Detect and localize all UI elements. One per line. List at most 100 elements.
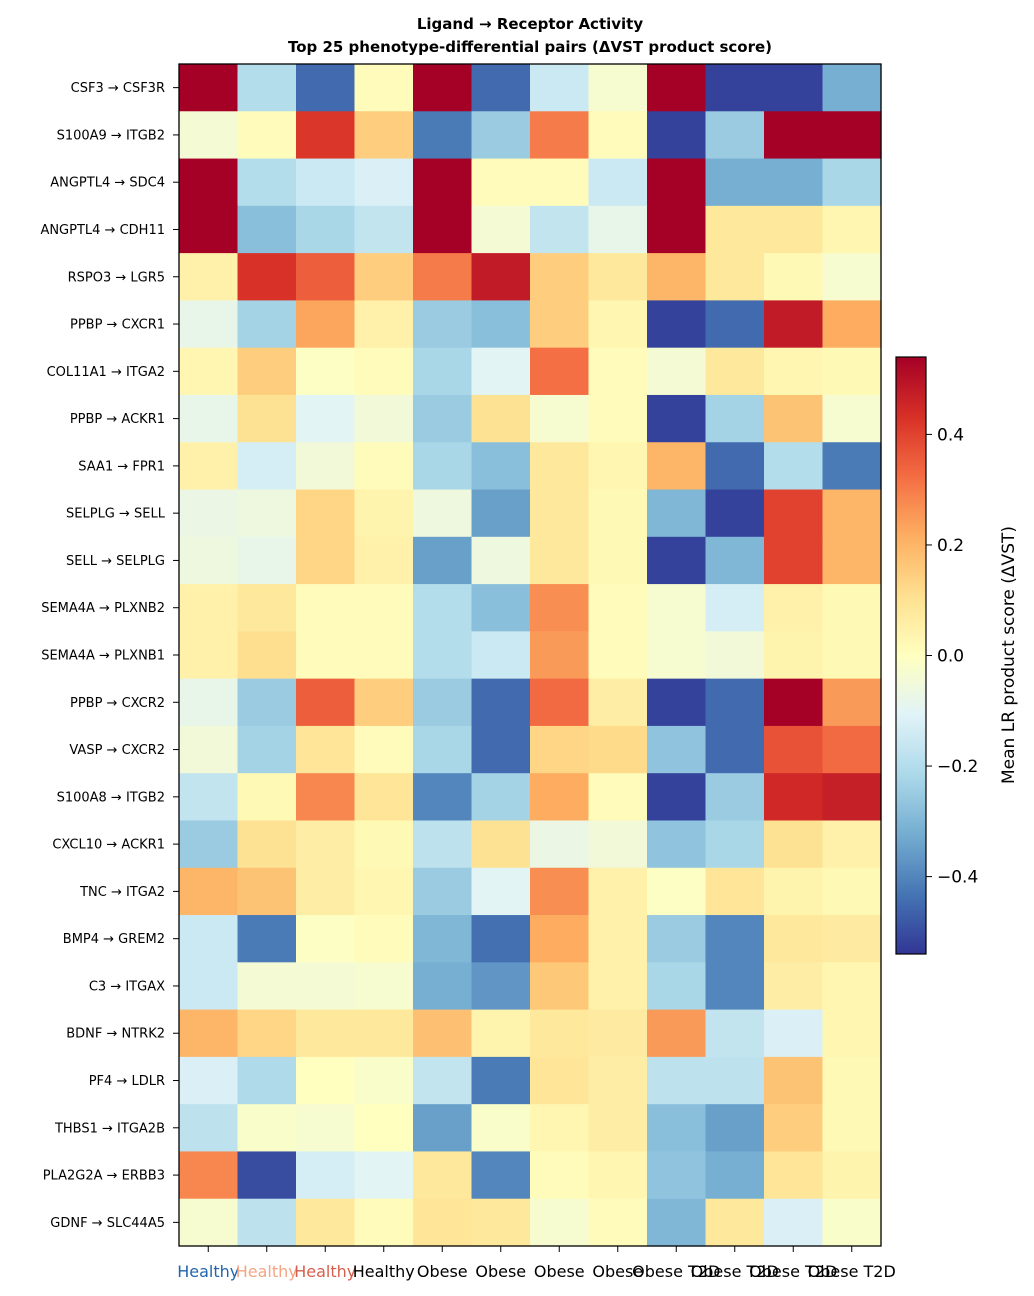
heatmap-cell — [354, 111, 414, 160]
heatmap-cell — [705, 253, 765, 301]
heatmap-cell — [237, 64, 297, 112]
heatmap-cell — [413, 158, 473, 207]
heatmap-cell — [588, 584, 648, 632]
colorbar-tick-label: −0.4 — [937, 868, 978, 888]
row-label: VASP → CXCR2 — [69, 743, 165, 758]
heatmap-cell — [296, 64, 356, 112]
heatmap-cell — [764, 820, 824, 869]
heatmap-cell — [179, 1151, 239, 1200]
heatmap-cell — [764, 773, 824, 822]
heatmap-cell — [296, 442, 356, 491]
heatmap-cell — [179, 64, 239, 112]
heatmap-cell — [413, 347, 473, 396]
heatmap-cell — [530, 1151, 590, 1200]
heatmap-cell — [705, 773, 765, 822]
heatmap-cell — [471, 867, 531, 916]
heatmap-cell — [705, 111, 765, 160]
heatmap-cell — [471, 1056, 531, 1105]
heatmap-cell — [413, 820, 473, 869]
heatmap-cell — [588, 536, 648, 585]
heatmap-cell — [647, 536, 707, 585]
heatmap-cell — [822, 1104, 882, 1153]
heatmap-cell — [705, 536, 765, 585]
heatmap-cell — [588, 253, 648, 301]
heatmap-cell — [705, 1104, 765, 1153]
heatmap-cell — [413, 536, 473, 585]
heatmap-cell — [647, 111, 707, 160]
heatmap-cell — [413, 1198, 473, 1247]
heatmap-cell — [413, 773, 473, 822]
heatmap-cell — [471, 300, 531, 349]
heatmap-cell — [822, 1198, 882, 1247]
heatmap-cell — [647, 347, 707, 396]
heatmap-cell — [179, 347, 239, 396]
heatmap-cell — [296, 678, 356, 727]
heatmap-cell — [764, 111, 824, 160]
heatmap-cell — [647, 1009, 707, 1058]
row-label: GDNF → SLC44A5 — [50, 1216, 165, 1231]
heatmap-cell — [588, 1009, 648, 1058]
heatmap-cell — [588, 394, 648, 443]
heatmap-cell — [179, 962, 239, 1011]
colorbar-tick-label: −0.2 — [937, 757, 978, 777]
heatmap-cell — [296, 915, 356, 963]
row-label: CSF3 → CSF3R — [71, 81, 165, 96]
heatmap-cell — [822, 725, 882, 774]
heatmap-cell — [647, 915, 707, 963]
heatmap-cell — [237, 1104, 297, 1153]
heatmap-cell — [413, 111, 473, 160]
heatmap-cell — [647, 1151, 707, 1200]
heatmap-cell — [237, 915, 297, 963]
heatmap-cell — [179, 489, 239, 538]
heatmap-cell — [354, 489, 414, 538]
heatmap-cell — [471, 915, 531, 963]
heatmap-cell — [588, 820, 648, 869]
heatmap-cell — [764, 205, 824, 254]
heatmap-cell — [764, 1198, 824, 1247]
heatmap-cell — [296, 205, 356, 254]
heatmap-cell — [471, 394, 531, 443]
heatmap-cell — [354, 442, 414, 491]
heatmap-cell — [530, 347, 590, 396]
heatmap-cell — [647, 631, 707, 680]
heatmap-cell — [237, 205, 297, 254]
heatmap-cell — [647, 725, 707, 774]
heatmap-cell — [413, 205, 473, 254]
chart-subtitle: Top 25 phenotype-differential pairs (ΔVS… — [288, 38, 772, 56]
heatmap-cell — [764, 962, 824, 1011]
row-label: ANGPTL4 → CDH11 — [40, 223, 165, 238]
heatmap-cell — [588, 631, 648, 680]
heatmap-cell — [647, 253, 707, 301]
heatmap-cell — [822, 1151, 882, 1200]
column-label: Healthy — [353, 1262, 415, 1281]
heatmap-cell — [764, 1009, 824, 1058]
heatmap-cell — [237, 347, 297, 396]
heatmap-cell — [354, 205, 414, 254]
heatmap-cell — [647, 678, 707, 727]
heatmap-cell — [179, 442, 239, 491]
heatmap-cell — [822, 253, 882, 301]
heatmap-cell — [354, 867, 414, 916]
heatmap-cell — [413, 631, 473, 680]
heatmap-cell — [530, 962, 590, 1011]
row-label: RSPO3 → LGR5 — [68, 270, 165, 285]
heatmap-cell — [354, 1009, 414, 1058]
heatmap-cell — [471, 678, 531, 727]
heatmap-cell — [296, 1056, 356, 1105]
heatmap-cell — [705, 1151, 765, 1200]
heatmap-cells — [179, 64, 882, 1247]
colorbar-label: Mean LR product score (ΔVST) — [999, 526, 1019, 784]
heatmap-cell — [588, 1104, 648, 1153]
heatmap-cell — [588, 111, 648, 160]
heatmap-cell — [354, 773, 414, 822]
column-label: Obese T2D — [749, 1262, 837, 1281]
row-label: PPBP → CXCR2 — [70, 696, 165, 711]
row-label: S100A8 → ITGB2 — [57, 790, 165, 805]
heatmap-cell — [705, 867, 765, 916]
heatmap-cell — [822, 64, 882, 112]
heatmap-cell — [471, 1198, 531, 1247]
heatmap-cell — [179, 300, 239, 349]
heatmap-cell — [413, 584, 473, 632]
heatmap-cell — [296, 631, 356, 680]
heatmap-cell — [179, 584, 239, 632]
